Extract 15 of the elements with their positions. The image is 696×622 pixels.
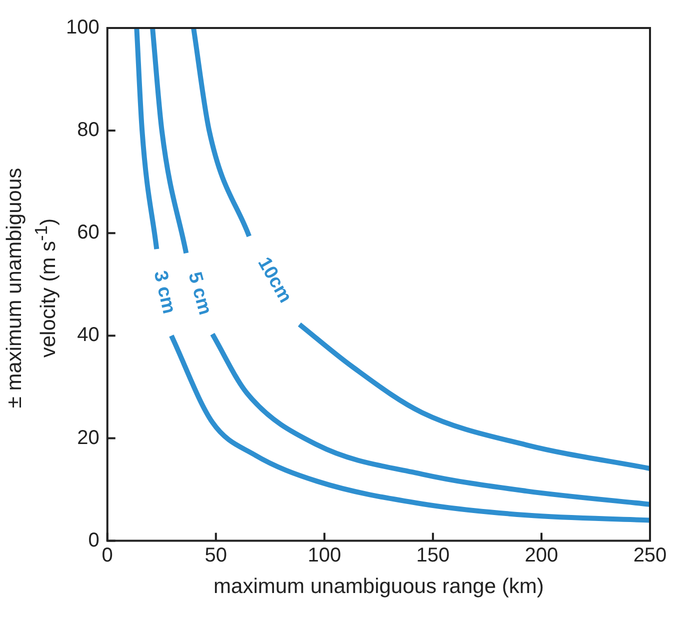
y-tick-label: 60 xyxy=(77,222,100,244)
y-tick-label: 0 xyxy=(88,529,100,552)
text: 10cm xyxy=(253,254,296,306)
x-tick-label: 200 xyxy=(524,544,558,566)
text: 5 cm xyxy=(184,270,216,318)
x-tick-label: 250 xyxy=(633,544,667,566)
x-tick-label: 50 xyxy=(204,544,228,566)
y-tick-label: 80 xyxy=(77,119,100,142)
x-axis-title: maximum unambiguous range (km) xyxy=(214,575,544,598)
y-tick-label: 40 xyxy=(77,324,100,346)
y-tick-label: 20 xyxy=(77,426,100,449)
x-tick-label: 100 xyxy=(308,544,342,566)
text: 3 cm xyxy=(149,268,180,316)
x-tick-label: 150 xyxy=(416,544,450,566)
y-tick-label: 100 xyxy=(66,16,100,39)
